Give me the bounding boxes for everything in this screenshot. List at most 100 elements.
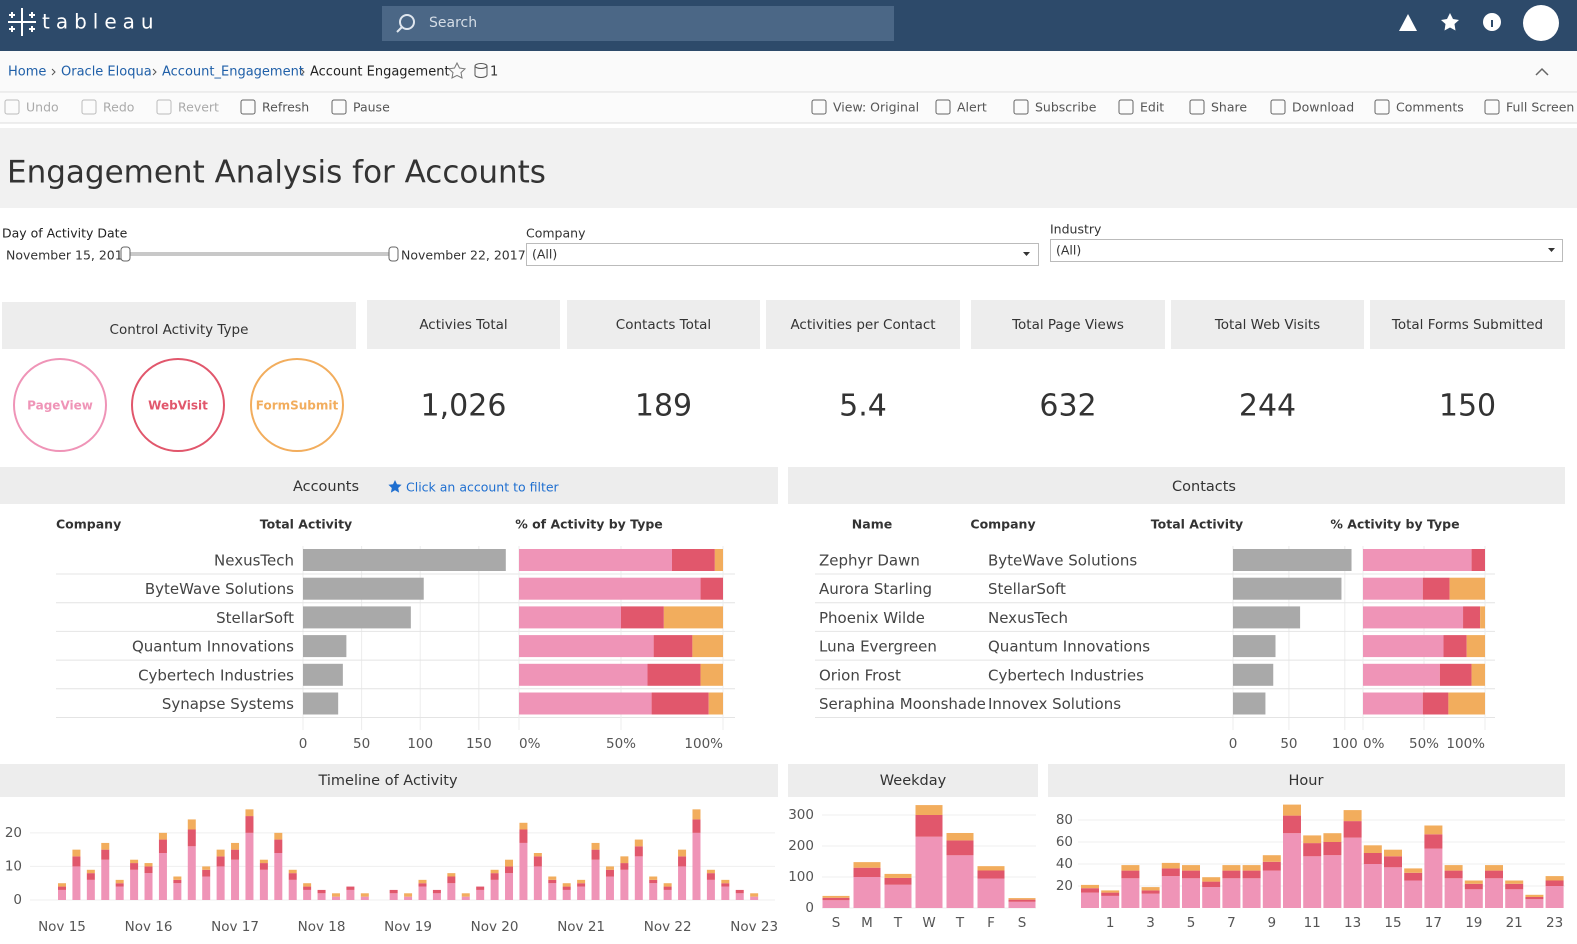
row-label[interactable]: Luna Evergreen: [819, 638, 937, 656]
breadcrumb-item[interactable]: Home: [8, 65, 46, 80]
breadcrumb-item[interactable]: Account_Engagement: [162, 65, 304, 80]
column-segment: [1323, 855, 1342, 908]
column-segment: [1505, 889, 1524, 908]
favorite-star[interactable]: [447, 61, 467, 79]
bar: [1233, 663, 1274, 686]
toolbar-button[interactable]: Share: [1211, 100, 1247, 115]
row-label[interactable]: Orion Frost: [819, 666, 901, 684]
column-header: Company: [56, 517, 121, 532]
row-label: ByteWave Solutions: [988, 552, 1137, 570]
bar: [303, 692, 339, 715]
favorite-icon[interactable]: [1441, 13, 1459, 31]
toolbar-button[interactable]: Refresh: [262, 100, 309, 115]
column-segment: [1008, 898, 1036, 900]
dropdown-arrow: [1023, 252, 1030, 256]
x-tick-label: 100%: [1446, 736, 1485, 752]
toolbar-button[interactable]: Comments: [1396, 100, 1464, 115]
column-segment: [548, 879, 557, 884]
column-segment: [649, 876, 658, 880]
column-segment: [577, 886, 586, 900]
column-segment: [389, 889, 398, 894]
activity-type-button[interactable]: [250, 358, 344, 452]
column-segment: [115, 886, 124, 900]
row-label[interactable]: NexusTech: [214, 552, 294, 570]
column-segment: [490, 873, 499, 880]
toolbar-button[interactable]: View: Original: [833, 100, 919, 115]
x-tick-label: 13: [1344, 915, 1361, 931]
toolbar-button[interactable]: Edit: [1140, 100, 1164, 115]
row-label[interactable]: ByteWave Solutions: [145, 580, 294, 598]
x-tick-label: 100: [407, 736, 433, 752]
column-segment: [1525, 899, 1544, 908]
y-tick-label: 0: [805, 900, 814, 916]
column-segment: [461, 896, 470, 900]
toolbar-button[interactable]: Subscribe: [1035, 100, 1097, 115]
breadcrumb-item[interactable]: Oracle Eloqua: [61, 65, 152, 80]
bar: [303, 577, 424, 600]
row-label[interactable]: Cybertech Industries: [138, 666, 294, 684]
column-segment: [1485, 865, 1503, 871]
column-segment: [562, 889, 571, 900]
column-segment: [620, 869, 629, 900]
company-dropdown[interactable]: [526, 243, 1039, 266]
kpi-header: [567, 300, 760, 349]
breadcrumb-bar: [0, 51, 1577, 92]
column-segment: [1485, 870, 1503, 879]
column-segment: [317, 889, 326, 894]
row-label[interactable]: Seraphina Moonshade: [819, 695, 986, 713]
bar-segment: [519, 692, 652, 715]
column-segment: [1343, 821, 1362, 838]
panel-hint: Click an account to filter: [406, 480, 560, 495]
toolbar-icon: [331, 99, 347, 115]
row-label[interactable]: StellarSoft: [216, 609, 294, 627]
x-tick-label: 5: [1187, 915, 1196, 931]
column-segment: [1545, 876, 1564, 881]
row-label[interactable]: Phoenix Wilde: [819, 609, 925, 627]
column-segment: [505, 866, 514, 874]
bar-segment: [519, 635, 654, 658]
kpi-value: 244: [1239, 389, 1296, 424]
activity-type-button[interactable]: [131, 358, 225, 452]
kpi-label: Total Web Visits: [1214, 317, 1320, 333]
search-box[interactable]: [382, 6, 894, 41]
x-tick-label: Nov 18: [298, 919, 346, 935]
collapse-icon[interactable]: [1535, 67, 1549, 76]
column-segment: [750, 893, 759, 897]
toolbar-button[interactable]: Pause: [353, 100, 390, 115]
toolbar-button[interactable]: Full Screen: [1506, 100, 1574, 115]
column-segment: [946, 840, 974, 856]
filter-label: Company: [526, 226, 586, 241]
x-tick-label: Nov 16: [125, 919, 173, 935]
date-slider-handle[interactable]: [388, 246, 399, 262]
toolbar-button[interactable]: Download: [1292, 100, 1354, 115]
alert-icon[interactable]: [1399, 14, 1417, 31]
column-segment: [605, 869, 614, 877]
activity-type-button[interactable]: [13, 358, 107, 452]
bar-segment: [519, 549, 672, 571]
row-label[interactable]: Quantum Innovations: [132, 638, 294, 656]
bar-segment: [1463, 606, 1481, 629]
column-segment: [231, 859, 240, 900]
bar-segment: [1471, 549, 1485, 571]
column-segment: [505, 859, 514, 867]
user-avatar[interactable]: [1523, 5, 1559, 41]
kpi-label: Total Forms Submitted: [1391, 317, 1543, 333]
column-segment: [735, 889, 744, 894]
column-segment: [1343, 837, 1362, 908]
row-label[interactable]: Synapse Systems: [162, 695, 294, 713]
row-label[interactable]: Zephyr Dawn: [819, 552, 920, 570]
date-slider-handle[interactable]: [120, 246, 131, 262]
column-segment: [216, 866, 225, 900]
column-segment: [1363, 845, 1382, 853]
column-segment: [706, 873, 715, 880]
column-segment: [490, 879, 499, 900]
row-label[interactable]: Aurora Starling: [819, 580, 932, 598]
toolbar-icon: [1013, 99, 1029, 115]
column-segment: [115, 879, 124, 884]
kpi-label: Contacts Total: [616, 317, 711, 333]
column-segment: [1222, 870, 1241, 879]
x-tick-label: Nov 19: [384, 919, 432, 935]
industry-dropdown[interactable]: [1050, 239, 1563, 262]
column-segment: [259, 869, 268, 900]
toolbar-button[interactable]: Alert: [957, 100, 987, 115]
